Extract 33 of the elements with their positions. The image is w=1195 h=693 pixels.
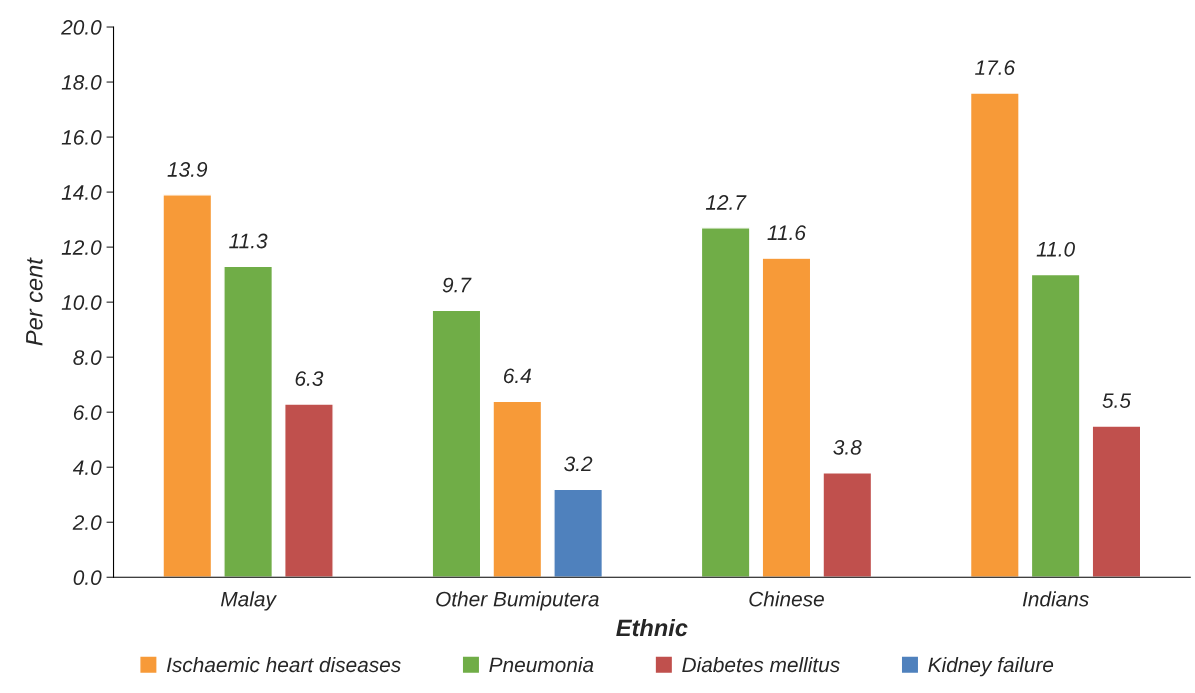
y-axis-title: Per cent — [26, 257, 43, 346]
x-tick-label: Chinese — [749, 591, 824, 607]
data-label: 11.3 — [229, 233, 268, 249]
y-tick-label: 6.0 — [73, 405, 102, 420]
y-tick-label: 18.0 — [61, 75, 102, 90]
x-tick-label: Other Bumiputera — [436, 591, 599, 611]
y-tick-label: 2.0 — [72, 515, 102, 530]
y-tick-label: 0.0 — [73, 570, 102, 586]
y-tick-label: 14.0 — [61, 185, 102, 200]
x-tick-label: Malay — [220, 591, 277, 611]
data-label: 12.7 — [705, 195, 747, 210]
y-tick-label: 8.0 — [73, 350, 102, 365]
y-tick-label: 20.0 — [61, 20, 102, 35]
y-tick-label: 16.0 — [61, 130, 102, 145]
data-label: 3.8 — [833, 439, 862, 455]
data-label: 17.6 — [975, 60, 1016, 76]
legend-label: Pneumonia — [489, 656, 594, 673]
data-label: 9.7 — [442, 277, 472, 293]
data-label: 13.9 — [167, 162, 208, 177]
x-tick-label: Indians — [1022, 591, 1089, 607]
y-tick-label: 12.0 — [61, 240, 102, 255]
data-label: 6.4 — [503, 368, 531, 384]
data-label: 11.6 — [767, 225, 806, 241]
y-tick-label: 10.0 — [61, 295, 102, 310]
legend-label: Ischaemic heart diseases — [166, 656, 401, 673]
data-label: 5.5 — [1102, 393, 1131, 408]
data-label: 11.0 — [1036, 241, 1075, 257]
legend-label: Diabetes mellitus — [682, 656, 840, 673]
x-axis-title: Ethnic — [616, 618, 688, 637]
legend-label: Kidney failure — [928, 656, 1054, 677]
y-tick-label: 4.0 — [72, 460, 102, 475]
data-label: 3.2 — [564, 456, 593, 472]
data-label: 6.3 — [295, 371, 324, 386]
